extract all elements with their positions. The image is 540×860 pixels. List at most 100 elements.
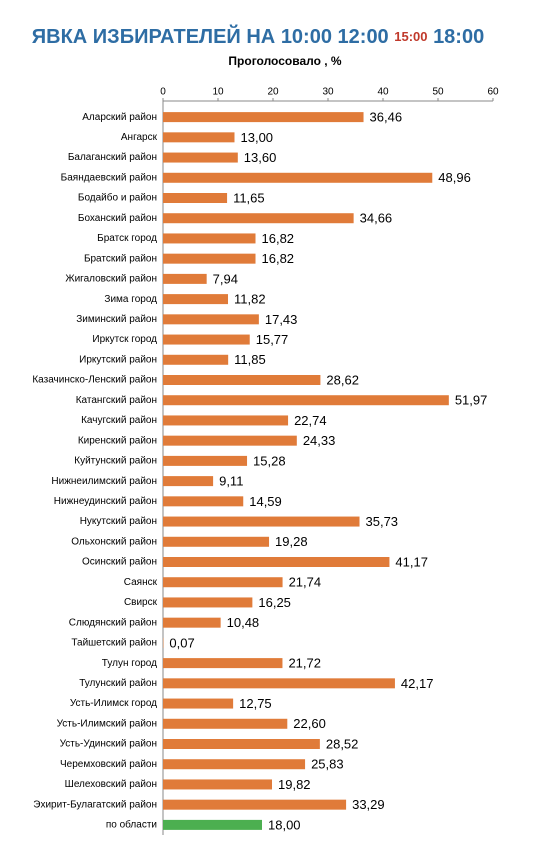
y-tick-label: по области [106,819,157,831]
bar [163,779,273,790]
y-tick-label: Зиминский район [76,314,157,325]
title-part: ЯВКА ИЗБИРАТЕЛЕЙ НА [32,24,275,48]
x-tick-label: 30 [322,87,334,98]
title-part: 18:00 [433,26,484,48]
y-tick-label: Бодайбо и район [78,192,157,204]
bar [163,172,433,183]
y-tick-label: Усть-Удинский район [60,739,157,750]
value-label: 48,96 [438,170,471,185]
bar [163,718,288,729]
bar [163,759,306,770]
y-tick-label: Нижнеудинский район [54,496,157,507]
value-label: 41,17 [395,554,428,569]
bar [163,354,229,365]
chart-title: ЯВКА ИЗБИРАТЕЛЕЙ НА 10:00 12:00 15:00 18… [32,24,484,48]
y-tick-label: Слюдянский район [69,617,157,628]
value-label: 51,97 [455,393,488,408]
value-label: 35,73 [366,514,399,529]
value-label: 13,00 [241,130,274,145]
value-label: 13,60 [244,150,277,165]
y-tick-label: Ангарск [121,132,158,143]
value-label: 15,77 [256,332,289,347]
value-label: 25,83 [311,757,344,772]
bar [163,334,250,345]
bar [163,132,235,143]
bar [163,193,228,203]
value-label: 36,46 [370,110,403,125]
title-part: 15:00 [394,29,427,44]
bar [163,799,347,810]
y-tick-label: Баяндаевский район [61,172,157,183]
y-tick-label: Тайшетский район [71,638,157,649]
y-tick-label: Казачинско-Ленский район [32,375,157,386]
bar [163,476,214,487]
y-tick-label: Нукутский район [80,516,157,527]
bar [163,395,449,406]
bar [163,658,283,669]
bar [163,739,320,749]
bar [163,152,238,163]
value-label: 11,82 [234,292,266,307]
bar [163,273,207,284]
chart-subtitle: Проголосовало , % [228,54,341,68]
bar [163,819,262,830]
y-tick-label: Усть-Илимск город [70,698,157,709]
y-tick-label: Иркутск город [92,334,157,345]
bar [163,253,256,264]
y-tick-label: Жигаловский район [65,274,157,285]
title-part: 12:00 [338,26,389,48]
value-label: 12,75 [239,696,272,711]
bar [163,294,229,305]
y-tick-label: Иркутский район [79,354,157,365]
value-label: 28,62 [326,372,359,387]
x-tick-label: 40 [377,87,389,98]
value-label: 19,28 [275,534,308,549]
value-label: 15,28 [253,453,286,468]
bar [163,516,360,527]
value-label: 16,82 [262,231,295,246]
value-label: 34,66 [360,211,393,226]
y-tick-label: Куйтунский район [74,456,157,467]
bar [163,213,354,224]
bar [163,617,221,628]
bar [163,536,270,547]
y-tick-label: Тулун город [102,658,157,669]
bar [163,597,253,608]
bar [163,577,283,588]
value-label: 11,85 [234,352,266,367]
x-tick-label: 10 [212,87,224,98]
title-part: 10:00 [281,26,332,48]
value-label: 18,00 [268,817,301,832]
x-tick-label: 60 [487,87,499,98]
y-tick-label: Боханский район [78,213,157,224]
y-tick-label: Усть-Илимский район [57,718,157,729]
value-label: 0,07 [169,635,194,650]
y-tick-label: Братский район [84,253,157,264]
y-tick-label: Балаганский район [68,152,157,163]
bar [163,557,390,567]
y-tick-label: Зима город [104,294,157,305]
bar [163,112,364,123]
bar [163,314,259,325]
bar [163,233,256,244]
bar [163,455,248,466]
y-tick-label: Саянск [124,577,158,588]
value-label: 7,94 [213,271,238,286]
y-tick-label: Осинский район [82,557,157,568]
y-tick-label: Братск город [97,233,157,244]
y-tick-label: Катангский район [76,395,157,406]
value-label: 33,29 [352,797,385,812]
y-tick-label: Эхирит-Булагатский район [33,799,157,810]
bar [163,435,297,446]
value-label: 22,60 [293,716,326,731]
value-label: 11,65 [233,190,265,205]
bar [163,496,244,507]
x-tick-label: 50 [432,87,444,98]
value-label: 21,74 [289,575,322,590]
value-label: 24,33 [303,433,336,448]
value-label: 22,74 [294,413,327,428]
value-label: 9,11 [219,474,243,489]
value-label: 21,72 [288,656,321,671]
bar [163,415,289,426]
value-label: 16,25 [258,595,291,610]
